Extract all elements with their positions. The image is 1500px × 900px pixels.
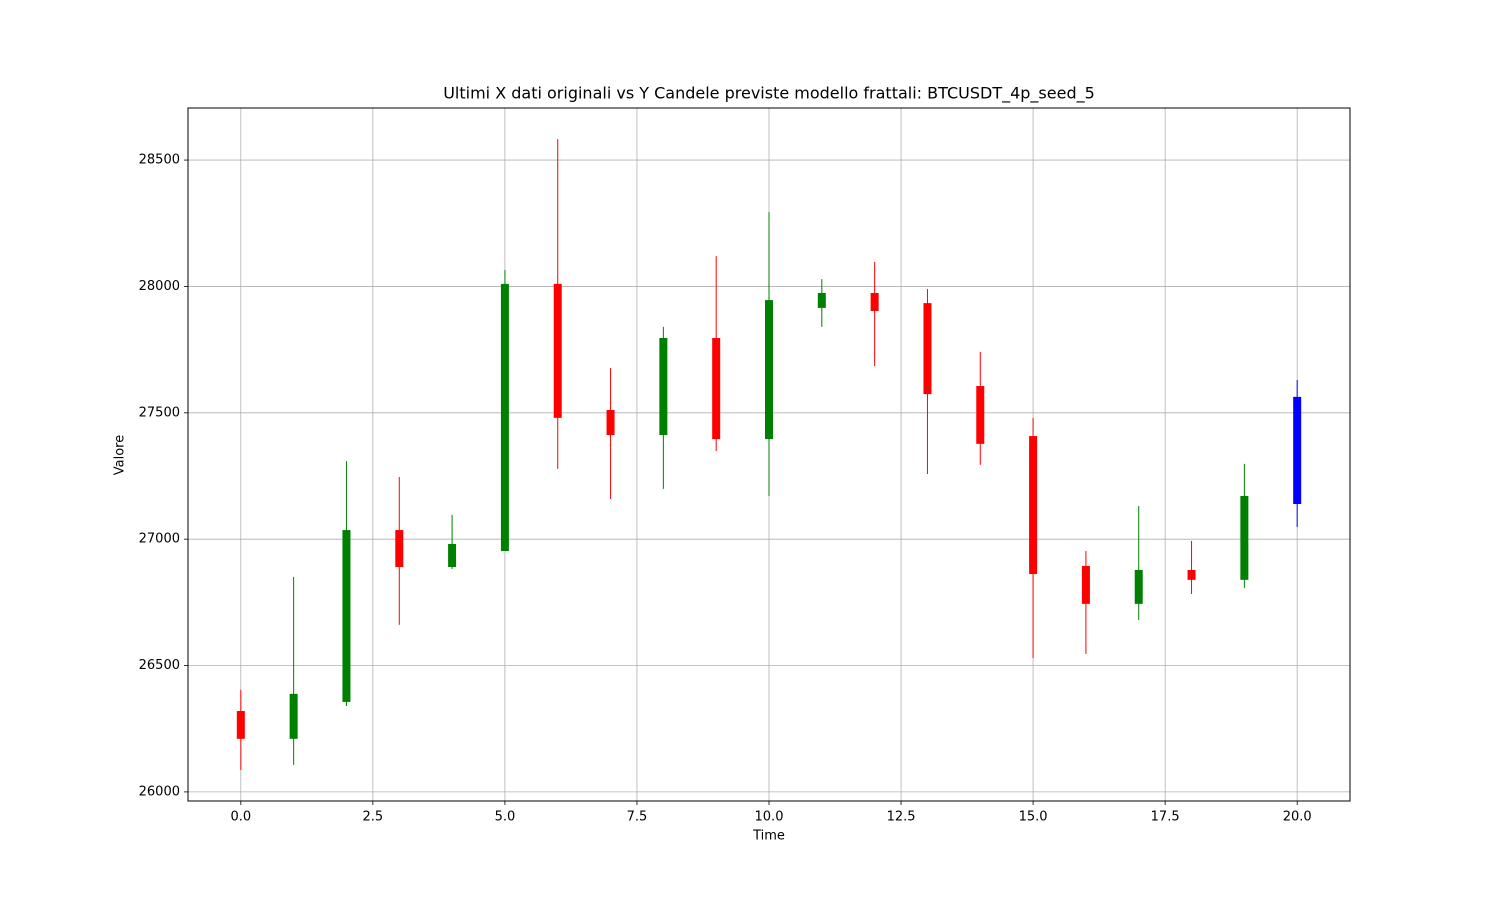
x-tick-label: 15.0 xyxy=(1019,810,1048,825)
y-tick-label: 28000 xyxy=(139,279,180,294)
chart-title: Ultimi X dati originali vs Y Candele pre… xyxy=(443,84,1095,104)
y-tick-label: 26500 xyxy=(139,658,180,673)
x-tick-label: 0.0 xyxy=(230,810,251,825)
x-axis-label: Time xyxy=(752,829,785,844)
candle-body xyxy=(765,300,773,440)
candle-body xyxy=(923,303,932,395)
candle-body xyxy=(1081,565,1090,604)
candle-body xyxy=(1293,396,1302,505)
y-tick-label: 27500 xyxy=(139,405,180,420)
candle-body xyxy=(342,530,351,702)
y-tick-label: 26000 xyxy=(139,784,180,799)
candle-body xyxy=(236,711,245,739)
candle-body xyxy=(606,410,615,436)
y-axis-label: Valore xyxy=(113,435,128,475)
y-tick-label: 28500 xyxy=(139,153,180,168)
candle-body xyxy=(1029,436,1038,575)
candle-body xyxy=(448,543,457,567)
candle-body xyxy=(395,530,404,567)
candle-body xyxy=(500,283,509,552)
x-tick-label: 2.5 xyxy=(363,810,384,825)
x-tick-label: 5.0 xyxy=(495,810,516,825)
x-tick-label: 20.0 xyxy=(1283,810,1312,825)
x-tick-label: 10.0 xyxy=(755,810,784,825)
candle-body xyxy=(1187,570,1196,580)
x-tick-label: 17.5 xyxy=(1151,810,1180,825)
candle-body xyxy=(976,386,985,444)
candle-body xyxy=(1134,570,1143,604)
candle-body xyxy=(1240,495,1249,580)
x-tick-label: 12.5 xyxy=(887,810,916,825)
x-tick-label: 7.5 xyxy=(627,810,648,825)
candle-body xyxy=(712,337,721,440)
candle-body xyxy=(870,293,879,311)
candle-body xyxy=(289,693,298,739)
candle-body xyxy=(659,337,668,436)
candle-body xyxy=(817,293,826,308)
candle-body xyxy=(553,283,562,418)
y-tick-label: 27000 xyxy=(139,532,180,547)
